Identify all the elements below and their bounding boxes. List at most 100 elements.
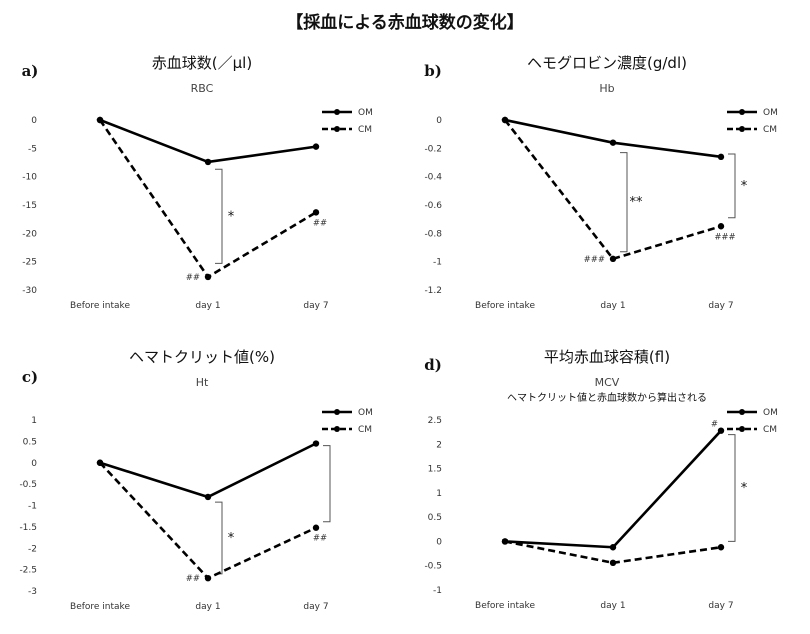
data-point-cm <box>96 116 104 124</box>
chart-subtitle: Ht <box>196 376 209 389</box>
significance-label: * <box>228 531 235 546</box>
series-line-om <box>504 118 722 159</box>
chart-panel-b: ヘモグロビン濃度(g/dl) Hb b) 0 -0.2 -0.4 -0.6 -0.8 -1 -1.… <box>405 40 810 330</box>
data-point-om <box>312 440 320 447</box>
annotation-label: ## <box>313 218 327 228</box>
legend-label: OM <box>763 408 778 418</box>
y-tick-label: -2 <box>28 544 37 554</box>
y-tick-label: 0 <box>436 537 442 547</box>
chart-title: ヘマトクリット値(%) <box>129 348 275 366</box>
data-point-cm <box>204 574 212 582</box>
legend-label: CM <box>763 125 777 135</box>
annotation-label: ### <box>584 255 605 265</box>
y-tick-label: -1 <box>433 586 442 596</box>
y-tick-label: -3 <box>28 587 37 597</box>
panel-label: b) <box>424 62 442 80</box>
y-tick-label: 2.5 <box>428 416 442 426</box>
y-tick-label: -10 <box>22 173 37 183</box>
data-point-om <box>312 143 320 150</box>
data-point-cm <box>312 524 320 531</box>
y-tick-label: -1.2 <box>424 286 442 296</box>
data-point-om <box>204 493 212 501</box>
significance-label: ** <box>630 195 644 210</box>
data-point-om <box>609 544 617 551</box>
y-tick-label: 1 <box>436 489 442 499</box>
y-tick-label: 0 <box>31 116 37 126</box>
legend-marker-om <box>334 409 340 415</box>
chart-panel-d: 平均赤血球容積(fl) MCV d) ヘマトクリット値と赤血球数から算出される 2.5 2… <box>405 340 810 630</box>
legend-marker-om <box>334 109 340 115</box>
data-point-cm <box>609 559 617 566</box>
x-tick-label: day 7 <box>303 301 328 311</box>
y-tick-label: -0.2 <box>424 144 442 154</box>
x-tick-label: day 1 <box>600 601 625 611</box>
significance-label: * <box>741 179 748 194</box>
y-tick-label: 0 <box>31 459 37 469</box>
x-tick-label: day 7 <box>708 301 733 311</box>
series-line-cm <box>503 119 722 261</box>
chart-title: 赤血球数(／μl) <box>152 54 252 72</box>
legend-marker-om <box>739 109 745 115</box>
x-tick-label: Before intake <box>475 601 535 611</box>
y-tick-label: 1.5 <box>428 465 442 475</box>
y-tick-label: 2 <box>436 440 442 450</box>
chart-subtitle: RBC <box>191 82 214 95</box>
data-point-om <box>717 153 725 161</box>
y-tick-label: -30 <box>22 286 37 296</box>
data-point-cm <box>717 223 725 230</box>
chart-title: 平均赤血球容積(fl) <box>544 348 670 366</box>
y-tick-label: -1.5 <box>19 523 37 533</box>
legend-marker-om <box>739 409 745 415</box>
significance-bracket <box>728 153 736 219</box>
legend-marker-cm <box>334 126 340 132</box>
legend-label: CM <box>763 425 777 435</box>
x-tick-label: day 7 <box>303 602 328 612</box>
significance-bracket <box>215 501 223 575</box>
y-tick-label: -25 <box>22 258 37 268</box>
series-line-om <box>99 118 317 164</box>
y-tick-label: -2.5 <box>19 566 37 576</box>
legend-label: CM <box>358 425 372 435</box>
y-tick-label: 0.5 <box>428 513 442 523</box>
y-tick-label: -15 <box>22 201 37 211</box>
annotation-label: ## <box>313 534 327 544</box>
series-line-om <box>99 442 317 499</box>
legend-marker-cm <box>334 426 340 432</box>
chart-panel-a: 赤血球数(／μl) RBC a) 0 -5 -10 -15 -20 -25 -30 Before i… <box>0 40 405 330</box>
significance-label: * <box>741 481 748 496</box>
panel-label: c) <box>22 368 38 386</box>
panel-label: a) <box>22 62 39 80</box>
chart-svg: 赤血球数(／μl) RBC a) 0 -5 -10 -15 -20 -25 -30 Before i… <box>22 54 373 311</box>
significance-bracket <box>215 168 223 264</box>
y-tick-label: 1 <box>31 416 37 426</box>
data-point-om <box>609 139 617 146</box>
chart-svg: 平均赤血球容積(fl) MCV d) ヘマトクリット値と赤血球数から算出される 2.5 2… <box>424 348 778 611</box>
data-point-cm <box>609 255 617 263</box>
annotation-label: ## <box>186 273 200 283</box>
y-tick-label: -0.5 <box>424 562 442 572</box>
x-tick-label: day 1 <box>195 602 220 612</box>
chart-svg: ヘマトクリット値(%) Ht c) 1 0.5 0 -0.5 -1 -1.5 -2 -2.5 -3 Be… <box>19 348 373 612</box>
chart-subtitle: Hb <box>599 82 614 95</box>
data-point-cm <box>96 459 104 466</box>
legend-label: CM <box>358 125 372 135</box>
data-point-om <box>204 158 212 166</box>
series-line-om <box>504 429 722 549</box>
y-tick-label: 0.5 <box>23 437 37 447</box>
y-tick-label: -5 <box>28 144 37 154</box>
chart-note: ヘマトクリット値と赤血球数から算出される <box>507 391 707 404</box>
x-tick-label: day 1 <box>600 301 625 311</box>
annotation-label: # <box>711 420 718 430</box>
legend-label: OM <box>358 408 373 418</box>
x-tick-label: Before intake <box>70 301 130 311</box>
y-tick-label: -1 <box>433 258 442 268</box>
legend-label: OM <box>358 108 373 118</box>
data-point-om <box>717 427 725 434</box>
data-point-cm <box>501 538 509 545</box>
data-point-cm <box>312 209 320 216</box>
legend-label: OM <box>763 108 778 118</box>
chart-subtitle: MCV <box>595 376 620 389</box>
legend-marker-cm <box>739 426 745 432</box>
main-title: 【採血による赤血球数の変化】 <box>286 13 524 33</box>
y-tick-label: 0 <box>436 116 442 126</box>
